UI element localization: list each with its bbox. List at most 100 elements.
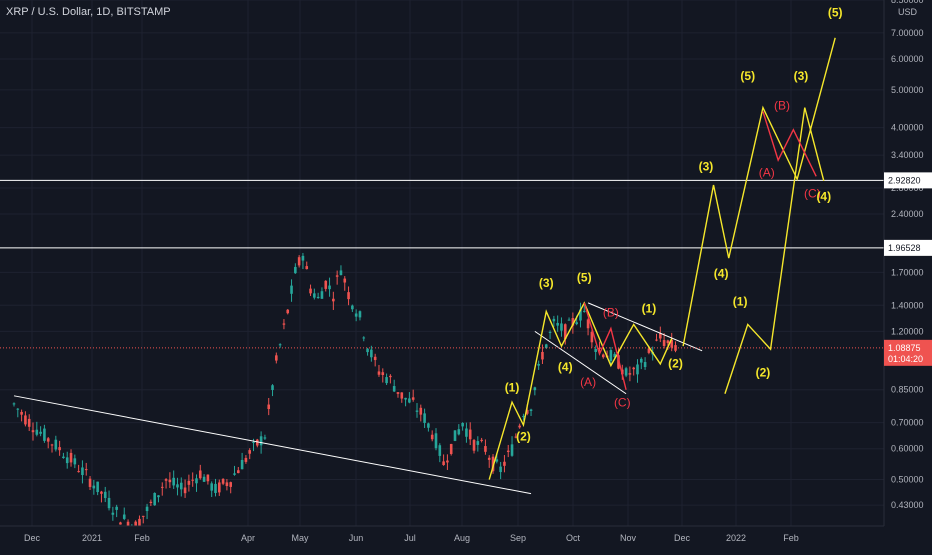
price-axis-panel[interactable] [884, 0, 932, 526]
candle-body [404, 397, 407, 400]
wave-label: (4) [714, 266, 729, 280]
wave-label: (A) [759, 165, 775, 179]
candle-body [263, 437, 267, 439]
candle-body [446, 460, 449, 463]
trendline [13, 395, 532, 495]
candle-body [126, 521, 130, 529]
candle-body [586, 319, 590, 329]
trendline [534, 330, 627, 395]
candle-body [202, 476, 206, 482]
candle-body [282, 323, 286, 325]
candle-body [50, 444, 54, 446]
candle-body [20, 411, 23, 415]
candle-body [495, 459, 499, 462]
wave-label: (B) [774, 99, 790, 113]
wave-label: (3) [699, 160, 714, 174]
wave-label: (5) [577, 271, 592, 285]
candle-body [77, 471, 80, 473]
candle-body [62, 456, 65, 459]
candle-body [347, 292, 350, 300]
candle-body [320, 291, 324, 299]
candle-body [195, 478, 198, 484]
price-tick-label: 4.00000 [891, 123, 924, 133]
currency-label: USD [898, 7, 918, 17]
candle-body [411, 397, 415, 400]
candle-body [461, 422, 464, 427]
candle-body [389, 375, 392, 378]
candle-body [339, 270, 343, 275]
candle-body [575, 322, 578, 325]
candle-body [457, 429, 461, 435]
candle-body [613, 353, 616, 358]
candle-body [65, 457, 69, 464]
candle-body [560, 323, 563, 331]
candle-body [141, 515, 145, 517]
candle-body [332, 298, 335, 302]
candle-body [392, 386, 396, 392]
wave-path-projection-main [682, 37, 836, 347]
candle-body [31, 430, 35, 433]
wave-path-projection-red [762, 111, 817, 177]
candle-body [419, 407, 423, 415]
wave-label: (5) [740, 69, 755, 83]
wave-label: (2) [756, 365, 771, 379]
candle-body [81, 467, 84, 476]
candle-body [351, 305, 354, 310]
candle-body [430, 434, 434, 440]
candle-body [305, 266, 309, 270]
wave-label: (5) [828, 6, 843, 20]
wave-labels: (1) (2) (3) (4) (5) (B) (A) (C) (1) (2) (3) (4) (5) (… [505, 6, 843, 444]
candle-body [643, 362, 647, 368]
candle-body [366, 348, 369, 353]
time-tick-label: Jun [349, 533, 364, 543]
candle-body [240, 459, 244, 470]
candle-body [119, 522, 122, 525]
candle-body [647, 348, 651, 353]
candle-body [548, 331, 552, 333]
candle-body [449, 443, 453, 454]
candle-body [187, 480, 191, 485]
candle-body [590, 331, 594, 343]
candle-body [408, 398, 411, 403]
level-price-tag [884, 239, 932, 256]
candle-body [168, 479, 172, 483]
wave-label: (2) [668, 356, 683, 370]
candle-body [598, 347, 601, 349]
current-price-label: 1.08875 [888, 343, 921, 353]
candle-body [172, 477, 175, 486]
candle-body [579, 309, 582, 321]
price-tick-label: 6.00000 [891, 54, 924, 64]
time-tick-label: Apr [241, 533, 255, 543]
candle-body [229, 482, 233, 487]
price-tick-label: 0.60000 [891, 444, 924, 454]
candle-body [43, 428, 46, 441]
candle-body [27, 418, 31, 427]
candle-body [525, 410, 529, 414]
candle-body [233, 473, 236, 475]
candle-body [286, 309, 290, 314]
price-tick-label: 2.40000 [891, 209, 924, 219]
candle-body [465, 428, 468, 437]
elliott-waves [488, 37, 836, 480]
candle-body [210, 483, 213, 491]
candle-body [164, 479, 168, 481]
time-axis-panel[interactable] [0, 526, 884, 550]
candle-body [275, 355, 278, 361]
candle-body [217, 482, 221, 493]
candle-body [415, 410, 419, 412]
wave-label: (3) [539, 276, 554, 290]
time-tick-label: May [291, 533, 309, 543]
price-tick-label: 7.00000 [891, 28, 924, 38]
candle-body [400, 392, 404, 399]
price-tick-label: 5.00000 [891, 85, 924, 95]
candle-body [639, 358, 643, 363]
candle-body [138, 518, 141, 528]
current-price-timer: 01:04:20 [888, 354, 923, 364]
price-tick-label: 8.50000 [891, 0, 924, 5]
candle-body [362, 337, 366, 339]
candle-body [503, 461, 506, 466]
candle-body [115, 506, 118, 510]
candle-body [225, 482, 229, 487]
